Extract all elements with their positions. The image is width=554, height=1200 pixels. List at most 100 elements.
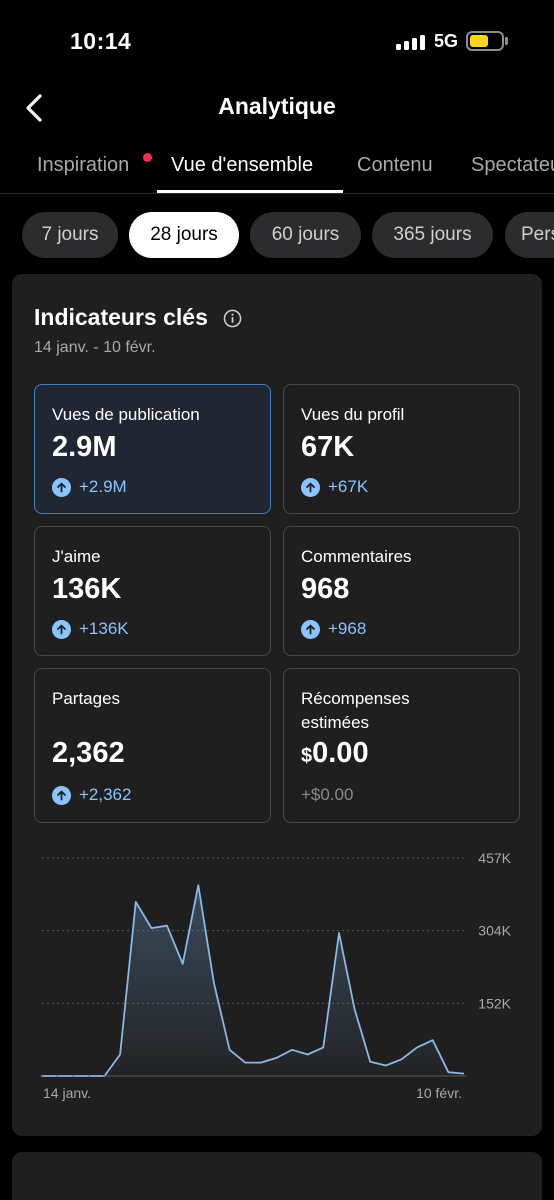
metric-value: $0.00 <box>301 737 369 770</box>
metric-change: +968 <box>301 619 366 639</box>
period-custom[interactable]: Personnalisé <box>505 212 554 258</box>
chart-point <box>197 884 199 886</box>
tab-bar: Inspiration Vue d'ensemble Contenu Spect… <box>0 146 554 194</box>
chart-point <box>244 1061 246 1063</box>
chart-point <box>119 1053 121 1055</box>
metric-label: Partages <box>52 689 121 708</box>
period-7-days[interactable]: 7 jours <box>22 212 118 258</box>
arrow-up-icon <box>301 477 320 497</box>
info-icon[interactable] <box>223 309 242 328</box>
battery-tip <box>505 37 508 45</box>
metric-value-number: 0.00 <box>312 737 369 769</box>
currency-symbol: $ <box>301 745 313 767</box>
period-selector: 7 jours 28 jours 60 jours 365 jours Pers… <box>0 212 554 258</box>
page-title: Analytique <box>218 93 336 119</box>
chart-point <box>150 927 152 929</box>
metric-value: 67K <box>301 431 355 463</box>
chart-point <box>307 1053 309 1055</box>
chart-point <box>338 932 340 934</box>
metric-value: 2.9M <box>52 431 117 463</box>
chart-point <box>135 901 137 903</box>
period-365-days[interactable]: 365 jours <box>372 212 493 258</box>
metric-label: Récompenses estimées <box>301 689 410 732</box>
chart-point <box>181 963 183 965</box>
notification-dot <box>143 153 152 162</box>
metric-change-value: +136K <box>79 619 129 638</box>
metric-post-views[interactable]: Vues de publication 2.9M +2.9M <box>34 384 271 514</box>
chart-point <box>400 1058 402 1060</box>
metric-change-value: +67K <box>328 477 369 496</box>
metric-change-value: +$0.00 <box>301 785 354 804</box>
chart-point <box>322 1046 324 1048</box>
status-time: 10:14 <box>70 28 132 54</box>
metric-value: 968 <box>301 573 350 605</box>
status-bar: 10:14 5G <box>0 0 554 80</box>
metric-change: +67K <box>301 477 368 497</box>
metric-label: Vues du profil <box>301 405 405 424</box>
metric-value: 2,362 <box>52 737 125 769</box>
metric-change-value: +2,362 <box>79 785 132 804</box>
chart-area <box>42 885 464 1076</box>
chart-point <box>275 1057 277 1059</box>
metric-profile-views[interactable]: Vues du profil 67K +67K <box>283 384 520 514</box>
metric-label: J'aime <box>52 547 101 566</box>
metric-label: Commentaires <box>301 547 412 566</box>
active-tab-indicator <box>157 190 343 193</box>
chart-point <box>369 1060 371 1062</box>
chart-point <box>87 1074 91 1078</box>
metric-value: 136K <box>52 573 122 605</box>
chart-point <box>353 1008 355 1010</box>
chart-point <box>447 1071 449 1073</box>
chart-point <box>56 1074 59 1078</box>
metric-likes[interactable]: J'aime 136K +136K <box>34 526 271 656</box>
chart-point <box>228 1049 230 1051</box>
metric-change: +136K <box>52 619 129 639</box>
metric-change: +$0.00 <box>301 785 353 805</box>
arrow-up-icon <box>301 619 320 639</box>
header: Analytique <box>0 84 554 132</box>
arrow-up-icon <box>52 477 71 497</box>
battery-icon <box>466 31 504 51</box>
metric-label: Vues de publication <box>52 405 200 424</box>
key-metrics-card: Indicateurs clés 14 janv. - 10 févr. Vue… <box>12 274 542 1136</box>
chart-point <box>463 1072 465 1074</box>
metric-estimated-rewards[interactable]: Récompenses estimées $0.00 +$0.00 <box>283 668 520 823</box>
chart-point <box>385 1064 387 1066</box>
tab-inspiration[interactable]: Inspiration <box>37 154 130 176</box>
y-tick-label: 304K <box>478 923 511 939</box>
metric-change: +2.9M <box>52 477 127 497</box>
x-tick-label-start: 14 janv. <box>43 1085 91 1101</box>
chart-point <box>213 982 215 984</box>
metric-shares[interactable]: Partages 2,362 +2,362 <box>34 668 271 823</box>
chevron-left-icon <box>26 94 42 122</box>
chart-point <box>40 1074 44 1078</box>
chart-point <box>72 1074 75 1078</box>
x-tick-label-end: 10 févr. <box>416 1085 462 1101</box>
card-title: Indicateurs clés <box>34 304 208 330</box>
signal-icon <box>396 35 426 50</box>
chart-point <box>432 1039 434 1041</box>
y-tick-label: 152K <box>478 995 511 1011</box>
period-60-days[interactable]: 60 jours <box>250 212 361 258</box>
date-range: 14 janv. - 10 févr. <box>34 339 156 356</box>
metric-change-value: +2.9M <box>79 477 127 496</box>
tab-viewers[interactable]: Spectateurs <box>471 154 554 176</box>
chart-point <box>416 1046 418 1048</box>
arrow-up-icon <box>52 785 71 805</box>
y-tick-label: 457K <box>478 850 511 866</box>
metric-comments[interactable]: Commentaires 968 +968 <box>283 526 520 656</box>
chart-point <box>103 1074 106 1078</box>
metric-change-value: +968 <box>328 619 367 638</box>
tab-content[interactable]: Contenu <box>357 154 433 176</box>
chart-point <box>166 925 168 927</box>
arrow-up-icon <box>52 619 71 639</box>
chart-point <box>291 1049 293 1051</box>
network-type: 5G <box>434 31 459 51</box>
tab-overview[interactable]: Vue d'ensemble <box>171 154 314 176</box>
back-button[interactable] <box>16 90 52 126</box>
period-28-days[interactable]: 28 jours <box>129 212 239 258</box>
metric-change: +2,362 <box>52 785 131 805</box>
chart-point <box>260 1061 262 1063</box>
next-card <box>12 1152 542 1200</box>
views-chart[interactable]: 152K 304K 457K 14 janv. 10 févr. <box>12 274 542 1136</box>
